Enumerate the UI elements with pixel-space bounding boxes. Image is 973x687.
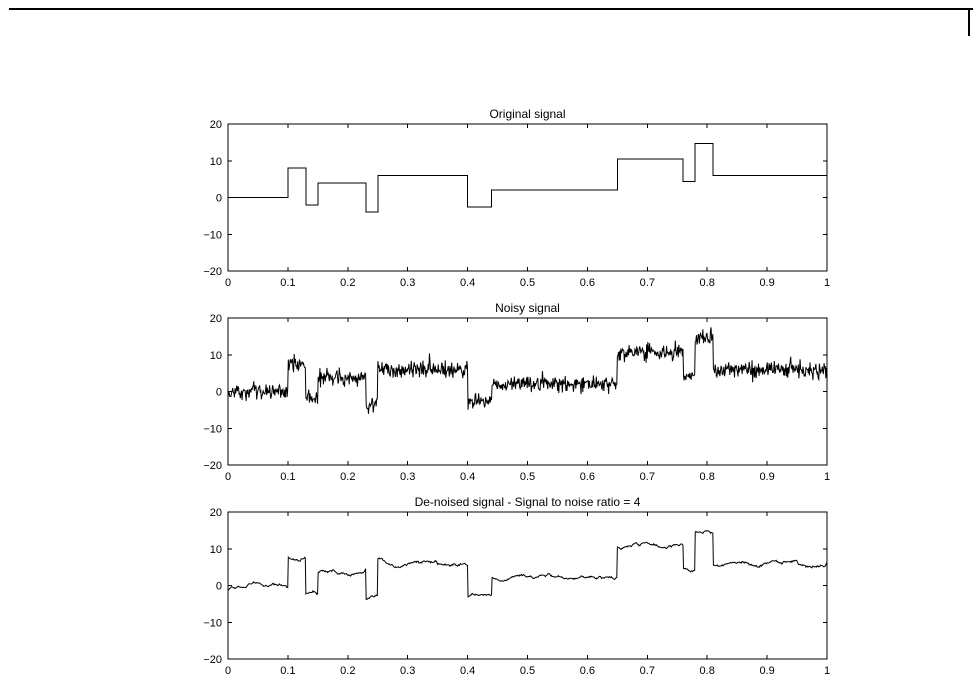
y-tick-label: 0 — [216, 193, 222, 205]
x-tick-label: 0.4 — [460, 665, 475, 677]
x-tick-label: 0.9 — [759, 277, 774, 289]
subplot-denoised-signal: De-noised signal - Signal to noise ratio… — [180, 492, 842, 687]
x-tick-label: 0.6 — [580, 277, 595, 289]
x-tick-label: 0.4 — [460, 471, 475, 483]
x-tick-label: 0.1 — [280, 471, 295, 483]
frame-border-right — [968, 8, 970, 36]
x-tick-label: 1 — [824, 277, 830, 289]
x-tick-label: 0.1 — [280, 277, 295, 289]
plot-title-denoised: De-noised signal - Signal to noise ratio… — [415, 495, 641, 509]
y-tick-label: 10 — [210, 350, 222, 362]
frame-border-top — [9, 8, 973, 10]
x-tick-label: 0.2 — [340, 665, 355, 677]
original-signal-plot: Original signal 0 0.1 0.2 0.3 0.4 0.5 0.6 0.7 0.… — [203, 107, 830, 289]
x-tick-label: 0.2 — [340, 277, 355, 289]
x-tick-label: 0.1 — [280, 665, 295, 677]
x-tick-label: 0.9 — [759, 471, 774, 483]
x-tick-label: 0.7 — [640, 277, 655, 289]
x-tick-label: 0 — [225, 471, 231, 483]
x-tick-label: 0.7 — [640, 665, 655, 677]
axis-box — [227, 317, 828, 466]
x-tick-label: 0 — [225, 665, 231, 677]
x-tick-label: 0 — [225, 277, 231, 289]
x-tick-label: 1 — [824, 665, 830, 677]
y-tick-label: 0 — [216, 581, 222, 593]
y-tick-label: 20 — [210, 507, 222, 519]
x-tick-label: 0.6 — [580, 471, 595, 483]
subplot-noisy-signal: Noisy signal 0 0.1 0.2 0.3 0.4 0.5 0.6 0.7 0.8 0.… — [180, 298, 842, 493]
y-tick-label: 20 — [210, 119, 222, 131]
x-tick-label: 0.3 — [400, 665, 415, 677]
y-tick-label: −10 — [203, 423, 222, 435]
x-tick-label: 0.5 — [520, 665, 535, 677]
signal-line — [228, 142, 827, 213]
x-tick-label: 0.9 — [759, 665, 774, 677]
x-tick-label: 0.6 — [580, 665, 595, 677]
x-tick-label: 0.3 — [400, 277, 415, 289]
y-tick-label: 10 — [210, 544, 222, 556]
x-tick-label: 0.3 — [400, 471, 415, 483]
x-tick-label: 1 — [824, 471, 830, 483]
x-tick-label: 0.8 — [700, 471, 715, 483]
x-tick-label: 0.5 — [520, 471, 535, 483]
y-tick-label: 20 — [210, 313, 222, 325]
y-tick-label: −20 — [203, 266, 222, 278]
y-tick-label: −20 — [203, 654, 222, 666]
plot-title-original: Original signal — [489, 107, 565, 121]
plot-title-noisy: Noisy signal — [495, 301, 560, 315]
axis-box — [227, 511, 828, 660]
y-tick-label: −20 — [203, 460, 222, 472]
signal-line — [227, 529, 828, 601]
x-tick-label: 0.8 — [700, 277, 715, 289]
x-tick-label: 0.4 — [460, 277, 475, 289]
denoised-signal-plot: De-noised signal - Signal to noise ratio… — [203, 495, 830, 677]
x-tick-label: 0.5 — [520, 277, 535, 289]
signal-line — [227, 327, 828, 414]
axis-box — [227, 123, 828, 272]
subplot-original-signal: Original signal 0 0.1 0.2 0.3 0.4 0.5 0.6 0.7 0.… — [180, 104, 842, 299]
x-tick-label: 0.2 — [340, 471, 355, 483]
y-tick-label: −10 — [203, 617, 222, 629]
y-tick-label: 10 — [210, 156, 222, 168]
x-tick-label: 0.8 — [700, 665, 715, 677]
y-tick-label: 0 — [216, 387, 222, 399]
noisy-signal-plot: Noisy signal 0 0.1 0.2 0.3 0.4 0.5 0.6 0.7 0.8 0.… — [203, 301, 830, 483]
x-tick-label: 0.7 — [640, 471, 655, 483]
y-tick-label: −10 — [203, 229, 222, 241]
